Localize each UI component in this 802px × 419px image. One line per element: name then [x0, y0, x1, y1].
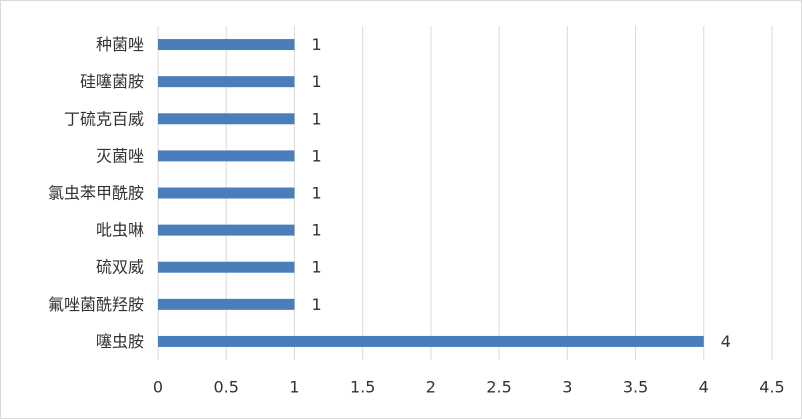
bar [158, 76, 295, 88]
data-label: 1 [311, 72, 321, 91]
data-label: 1 [311, 295, 321, 314]
bar [158, 150, 295, 162]
y-tick-label: 氟唑菌酰羟胺 [48, 295, 144, 314]
bar [158, 298, 295, 310]
x-tick-label: 4.5 [759, 378, 784, 397]
data-label: 1 [311, 258, 321, 277]
y-tick-label: 氯虫苯甲酰胺 [48, 184, 144, 203]
x-tick-label: 2 [426, 378, 436, 397]
x-tick-label: 4 [699, 378, 709, 397]
x-tick-label: 1.5 [350, 378, 375, 397]
y-tick-label: 硅噻菌胺 [80, 72, 144, 91]
x-tick-label: 2.5 [486, 378, 511, 397]
y-tick-label: 吡虫啉 [96, 221, 144, 240]
data-label: 1 [311, 35, 321, 54]
y-tick-label: 灭菌唑 [96, 146, 144, 165]
data-label: 1 [311, 221, 321, 240]
bar [158, 113, 295, 125]
y-tick-label: 噻虫胺 [96, 332, 144, 351]
bar [158, 187, 295, 199]
data-label: 1 [311, 109, 321, 128]
data-label: 1 [311, 146, 321, 165]
bar [158, 224, 295, 236]
y-tick-label: 种菌唑 [96, 35, 144, 54]
data-label: 1 [311, 184, 321, 203]
y-tick-label: 丁硫克百威 [64, 109, 144, 128]
x-tick-label: 3 [562, 378, 572, 397]
x-tick-label: 0.5 [213, 378, 238, 397]
y-tick-label: 硫双威 [96, 258, 144, 277]
bar [158, 335, 704, 347]
data-label: 4 [721, 332, 731, 351]
x-tick-label: 0 [153, 378, 163, 397]
x-tick-label: 1 [289, 378, 299, 397]
x-tick-label: 3.5 [623, 378, 648, 397]
bar [158, 261, 295, 273]
bar [158, 39, 295, 51]
